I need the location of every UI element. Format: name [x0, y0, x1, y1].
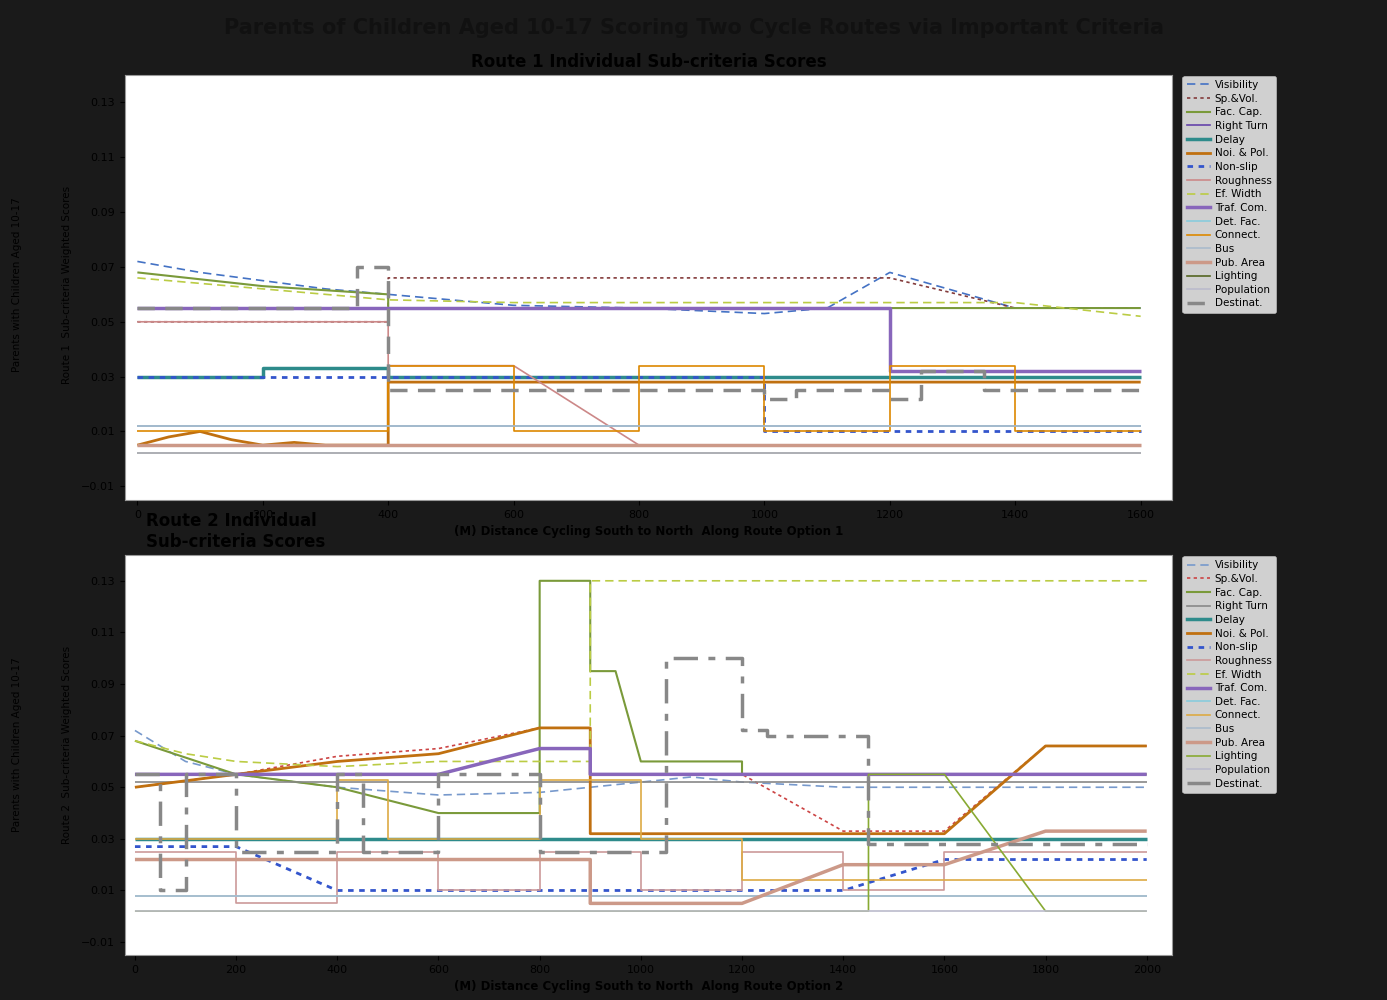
X-axis label: (M) Distance Cycling South to North  Along Route Option 2: (M) Distance Cycling South to North Alon… — [454, 980, 843, 993]
Text: Parents of Children Aged 10-17 Scoring Two Cycle Routes via Important Criteria: Parents of Children Aged 10-17 Scoring T… — [223, 17, 1164, 37]
Text: Parents with Children Aged 10-17: Parents with Children Aged 10-17 — [11, 658, 22, 832]
Text: Route 1  Sub-criteria Weighted Scores: Route 1 Sub-criteria Weighted Scores — [61, 186, 72, 384]
Legend: Visibility, Sp.&Vol., Fac. Cap., Right Turn, Delay, Noi. & Pol., Non-slip, Rough: Visibility, Sp.&Vol., Fac. Cap., Right T… — [1183, 76, 1276, 313]
Text: Parents with Children Aged 10-17: Parents with Children Aged 10-17 — [11, 198, 22, 372]
Title: Route 1 Individual Sub-criteria Scores: Route 1 Individual Sub-criteria Scores — [470, 53, 827, 71]
Text: Route 2 Individual 
Sub-criteria Scores: Route 2 Individual Sub-criteria Scores — [146, 512, 325, 551]
Text: Route 2  Sub-criteria Weighted Scores: Route 2 Sub-criteria Weighted Scores — [61, 646, 72, 844]
X-axis label: (M) Distance Cycling South to North  Along Route Option 1: (M) Distance Cycling South to North Alon… — [454, 525, 843, 538]
Legend: Visibility, Sp.&Vol., Fac. Cap., Right Turn, Delay, Noi. & Pol., Non-slip, Rough: Visibility, Sp.&Vol., Fac. Cap., Right T… — [1183, 556, 1276, 793]
